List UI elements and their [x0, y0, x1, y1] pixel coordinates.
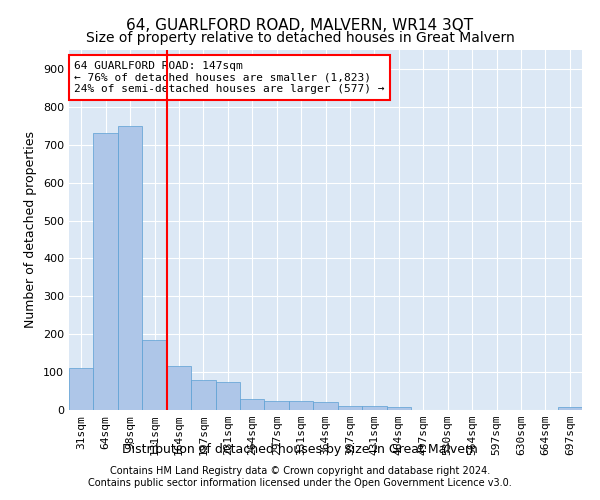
Bar	[265, 400, 289, 410]
Bar	[118, 126, 142, 410]
Bar	[215, 382, 240, 410]
Bar	[386, 407, 411, 410]
Bar	[557, 407, 582, 410]
Bar	[94, 134, 118, 410]
Bar	[338, 406, 362, 410]
Text: Size of property relative to detached houses in Great Malvern: Size of property relative to detached ho…	[86, 31, 514, 45]
Bar	[362, 406, 386, 410]
Bar	[167, 366, 191, 410]
Text: Contains HM Land Registry data © Crown copyright and database right 2024.
Contai: Contains HM Land Registry data © Crown c…	[88, 466, 512, 487]
Y-axis label: Number of detached properties: Number of detached properties	[25, 132, 37, 328]
Text: 64 GUARLFORD ROAD: 147sqm
← 76% of detached houses are smaller (1,823)
24% of se: 64 GUARLFORD ROAD: 147sqm ← 76% of detac…	[74, 61, 385, 94]
Bar	[142, 340, 167, 410]
Text: 64, GUARLFORD ROAD, MALVERN, WR14 3QT: 64, GUARLFORD ROAD, MALVERN, WR14 3QT	[127, 18, 473, 32]
Bar	[313, 402, 338, 410]
Text: Distribution of detached houses by size in Great Malvern: Distribution of detached houses by size …	[122, 442, 478, 456]
Bar	[69, 368, 94, 410]
Bar	[191, 380, 215, 410]
Bar	[240, 398, 265, 410]
Bar	[289, 400, 313, 410]
